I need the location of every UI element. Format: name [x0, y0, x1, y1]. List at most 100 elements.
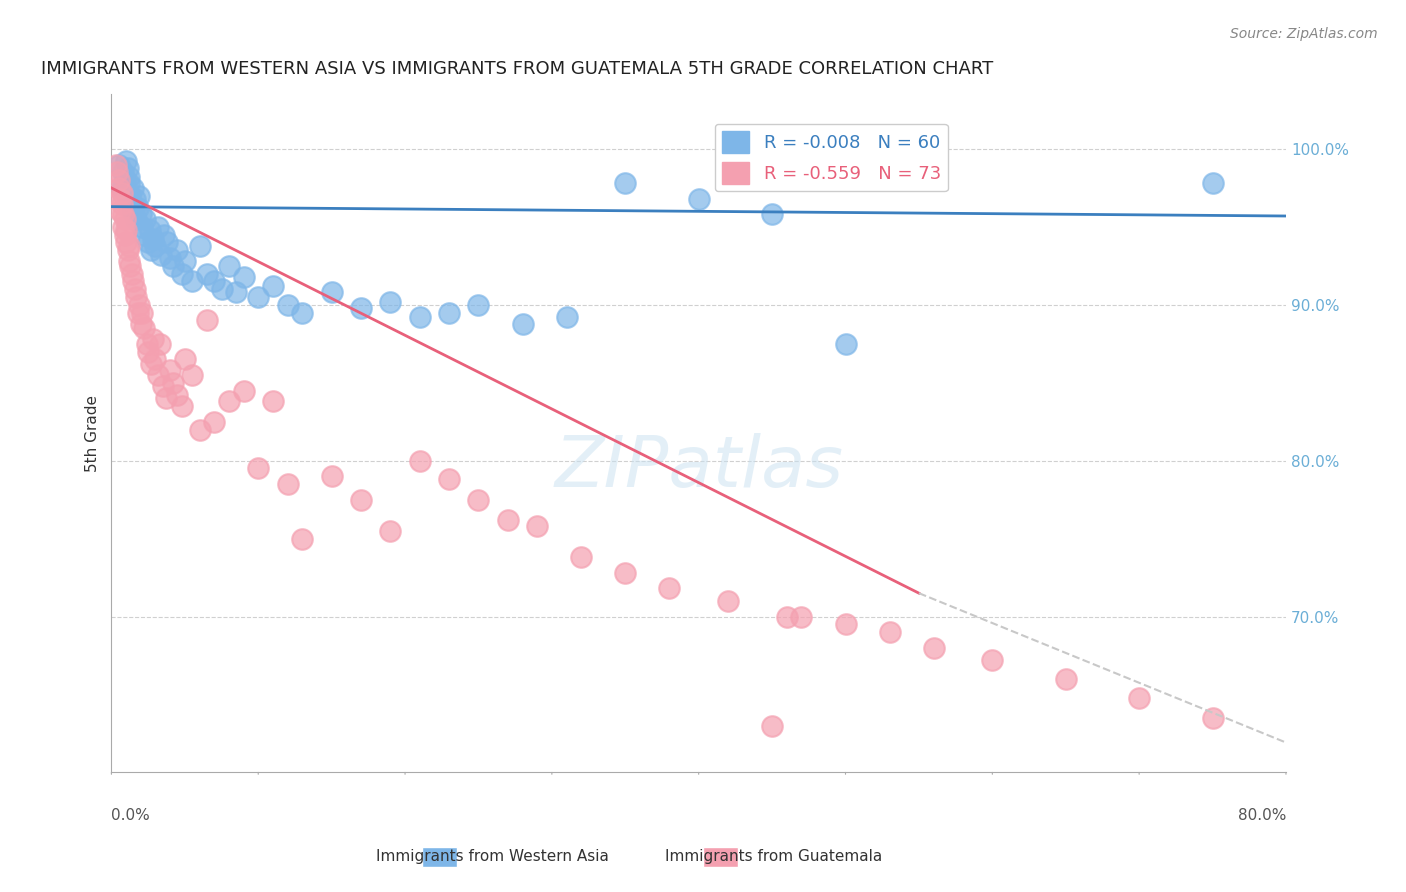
Point — [111, 196, 134, 211]
Point — [110, 204, 132, 219]
Point — [149, 336, 172, 351]
Point — [380, 294, 402, 309]
Point — [148, 219, 170, 234]
Point — [115, 223, 138, 237]
Point — [166, 244, 188, 258]
Point — [291, 532, 314, 546]
Point — [145, 238, 167, 252]
Point — [555, 310, 578, 325]
Point — [1054, 672, 1077, 686]
Point — [922, 640, 945, 655]
Point — [658, 582, 681, 596]
Point — [128, 188, 150, 202]
Point — [107, 173, 129, 187]
Point — [981, 653, 1004, 667]
Point — [124, 282, 146, 296]
Point — [117, 161, 139, 175]
Y-axis label: 5th Grade: 5th Grade — [86, 395, 100, 472]
Point — [139, 244, 162, 258]
Point — [437, 472, 460, 486]
Point — [195, 313, 218, 327]
Point — [181, 368, 204, 382]
Legend: R = -0.008   N = 60, R = -0.559   N = 73: R = -0.008 N = 60, R = -0.559 N = 73 — [714, 124, 948, 191]
Point — [225, 285, 247, 300]
Text: ZIPatlas: ZIPatlas — [554, 433, 844, 502]
Point — [188, 423, 211, 437]
Point — [107, 181, 129, 195]
Point — [118, 254, 141, 268]
Text: Immigrants from Western Asia: Immigrants from Western Asia — [375, 849, 609, 863]
Point — [136, 235, 159, 250]
Point — [139, 357, 162, 371]
Point — [107, 157, 129, 171]
Point — [153, 227, 176, 242]
Point — [262, 279, 284, 293]
Point — [125, 212, 148, 227]
Point — [790, 609, 813, 624]
Point — [122, 204, 145, 219]
Point — [120, 259, 142, 273]
Point — [159, 363, 181, 377]
Point — [277, 477, 299, 491]
Point — [129, 207, 152, 221]
Point — [188, 238, 211, 252]
Point — [409, 310, 432, 325]
Point — [166, 388, 188, 402]
Point — [170, 399, 193, 413]
Point — [170, 267, 193, 281]
Point — [159, 251, 181, 265]
Point — [112, 207, 135, 221]
Point — [122, 275, 145, 289]
Point — [112, 219, 135, 234]
Point — [467, 492, 489, 507]
Point — [181, 275, 204, 289]
Point — [1128, 690, 1150, 705]
Point — [150, 248, 173, 262]
Point — [120, 188, 142, 202]
Point — [526, 519, 548, 533]
Point — [152, 379, 174, 393]
Point — [195, 267, 218, 281]
Text: 0.0%: 0.0% — [111, 808, 150, 822]
Point — [761, 719, 783, 733]
Point — [232, 269, 254, 284]
Point — [134, 212, 156, 227]
Point — [247, 461, 270, 475]
Point — [173, 352, 195, 367]
Point — [132, 227, 155, 242]
Text: 80.0%: 80.0% — [1237, 808, 1286, 822]
Point — [115, 154, 138, 169]
Point — [688, 192, 710, 206]
Point — [145, 352, 167, 367]
Text: IMMIGRANTS FROM WESTERN ASIA VS IMMIGRANTS FROM GUATEMALA 5TH GRADE CORRELATION : IMMIGRANTS FROM WESTERN ASIA VS IMMIGRAN… — [41, 60, 993, 78]
Point — [717, 594, 740, 608]
Point — [104, 157, 127, 171]
Point — [614, 176, 637, 190]
Point — [162, 376, 184, 390]
Point — [321, 469, 343, 483]
Point — [131, 219, 153, 234]
Point — [138, 223, 160, 237]
Point — [834, 617, 856, 632]
Point — [127, 305, 149, 319]
Point — [111, 181, 134, 195]
Point — [467, 298, 489, 312]
Point — [128, 298, 150, 312]
Point — [125, 290, 148, 304]
Point — [173, 254, 195, 268]
Point — [105, 165, 128, 179]
Point — [112, 165, 135, 179]
Point — [115, 235, 138, 250]
Text: Immigrants from Guatemala: Immigrants from Guatemala — [665, 849, 882, 863]
Point — [202, 275, 225, 289]
Point — [1201, 176, 1223, 190]
Point — [155, 392, 177, 406]
Point — [136, 344, 159, 359]
Point — [761, 207, 783, 221]
Point — [350, 492, 373, 507]
Point — [496, 513, 519, 527]
Point — [380, 524, 402, 538]
Point — [291, 305, 314, 319]
Point — [111, 186, 134, 200]
Point — [121, 196, 143, 211]
